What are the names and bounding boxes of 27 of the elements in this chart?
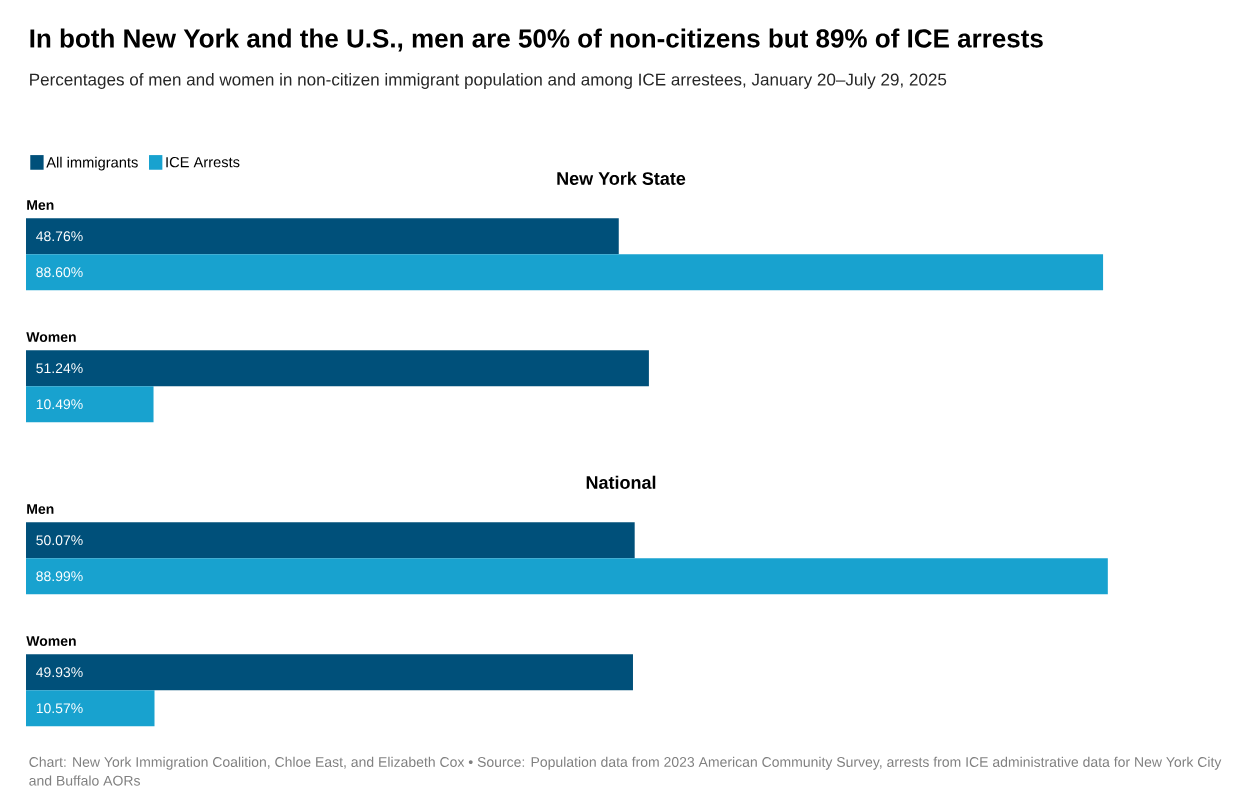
legend-label: ICE Arrests	[166, 156, 240, 168]
bar	[26, 558, 1108, 595]
y-tick-label: Men	[27, 200, 54, 210]
chart-title: New York State	[557, 171, 686, 185]
data-label: 10.49%	[36, 399, 83, 410]
bar	[26, 218, 619, 255]
bar	[26, 254, 1104, 291]
annotation: Chart: New York Immigration Coalition, Chloe East, and Elizabeth Cox • Source: Population data from 2023 American Community Survey, arrests from ICE administrative data for New York City and Buffalo AORs	[29, 756, 1222, 786]
bar	[26, 386, 154, 423]
data-label: 10.57%	[36, 703, 83, 714]
text: In both New York and the U.S., men are 50% of non-citizens but 89% of ICE arrests	[30, 28, 1043, 52]
data-label: 48.76%	[36, 231, 83, 242]
bar	[26, 654, 633, 691]
data-label: 49.93%	[36, 667, 83, 678]
y-tick-label: Women	[26, 332, 76, 342]
data-label: 50.07%	[36, 535, 83, 546]
text: Percentages of men and women in non-citizen immigrant population and among ICE arrestees, January 20–July 29, 2025	[30, 73, 947, 89]
chart-title: National	[586, 475, 656, 489]
data-label: 88.99%	[36, 571, 83, 582]
bar	[26, 522, 635, 559]
y-tick-label: Women	[26, 636, 76, 646]
data-label: 51.24%	[36, 363, 83, 374]
bar	[26, 350, 649, 387]
bar	[26, 690, 155, 727]
y-tick-label: Men	[27, 504, 54, 514]
legend-label: All immigrants	[46, 156, 138, 171]
data-label: 88.60%	[36, 267, 83, 278]
